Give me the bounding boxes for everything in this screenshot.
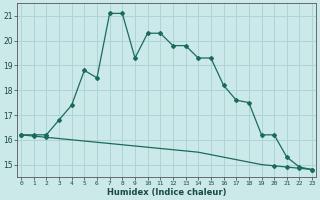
X-axis label: Humidex (Indice chaleur): Humidex (Indice chaleur) (107, 188, 226, 197)
